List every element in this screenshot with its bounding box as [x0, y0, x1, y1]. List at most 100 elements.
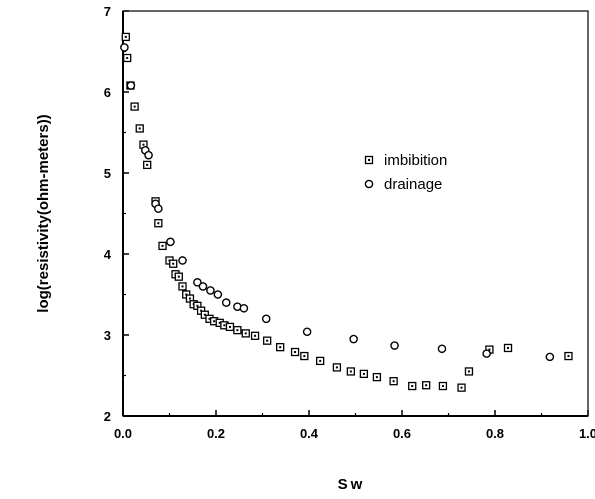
y-tick-label: 7 [104, 4, 111, 19]
marker-center [507, 346, 510, 349]
marker-center [181, 285, 184, 288]
x-tick-label: 0.4 [300, 426, 319, 441]
x-tick-label: 0.0 [114, 426, 132, 441]
data-point [233, 325, 242, 335]
marker-center [223, 324, 226, 327]
plot-border [122, 10, 589, 417]
data-point [359, 369, 369, 379]
data-point [130, 102, 139, 111]
marker-center [335, 366, 338, 369]
y-tick-label: 3 [104, 328, 111, 343]
marker-center [319, 359, 322, 362]
data-point [198, 282, 208, 291]
data-point [422, 381, 431, 390]
data-point [169, 259, 178, 268]
marker-center [142, 143, 145, 146]
marker-center [488, 348, 491, 351]
marker-center [203, 313, 206, 316]
marker-center [126, 56, 129, 59]
plot-frame [122, 10, 589, 417]
data-point [346, 367, 356, 376]
data-point [193, 278, 202, 287]
marker-center [124, 35, 127, 38]
data-point [372, 372, 382, 382]
legend-marker [364, 155, 374, 165]
data-point [250, 331, 260, 340]
y-axis: 2 3 4 5 6 7 [104, 4, 129, 424]
marker-center [213, 320, 216, 323]
data-point [178, 282, 187, 291]
x-axis-title: Sw [338, 476, 366, 493]
legend-marker [364, 179, 374, 189]
data-point [120, 43, 129, 52]
series-drainage [120, 43, 555, 362]
marker-center [441, 385, 444, 388]
y-tick-label: 2 [104, 409, 111, 424]
data-point [121, 32, 130, 42]
marker-center [567, 355, 570, 358]
marker-center [411, 385, 414, 388]
y-tick-label: 4 [104, 247, 112, 262]
x-tick-label: 0.6 [393, 426, 411, 441]
data-point [438, 381, 448, 391]
data-point [225, 322, 235, 332]
data-point [390, 341, 399, 350]
marker-center [254, 334, 257, 337]
marker-center [467, 370, 470, 373]
data-point [241, 329, 250, 338]
marker-center [218, 321, 221, 324]
data-point [316, 356, 325, 366]
legend: imbibition drainage [364, 152, 447, 193]
marker-center [294, 351, 297, 354]
data-point [300, 351, 309, 361]
x-axis: 0.0 0.2 0.4 0.6 0.8 1.0 [114, 410, 595, 441]
data-point [178, 256, 187, 265]
marker-center [196, 304, 199, 307]
legend-label: drainage [384, 176, 442, 193]
data-point [123, 53, 132, 63]
data-point [221, 298, 231, 307]
data-point [437, 344, 447, 354]
data-point [174, 272, 183, 281]
data-point [143, 160, 152, 170]
marker-center [133, 105, 136, 108]
marker-center [279, 346, 282, 349]
data-point [545, 352, 555, 362]
marker-center [303, 355, 306, 358]
marker-center [146, 163, 149, 166]
data-point [457, 383, 466, 392]
data-point [126, 81, 136, 90]
marker-center [392, 380, 395, 383]
marker-center [236, 329, 239, 332]
marker-center [266, 339, 269, 342]
data-point [389, 377, 398, 386]
data-point [239, 303, 249, 313]
data-point [135, 124, 144, 133]
marker-center [172, 262, 175, 265]
data-point [408, 381, 417, 391]
data-point [158, 241, 167, 251]
y-tick-label: 5 [104, 166, 111, 181]
data-point [564, 351, 573, 361]
data-point [276, 342, 285, 352]
x-tick-label: 0.2 [207, 426, 225, 441]
marker-center [138, 127, 141, 130]
data-point [154, 219, 163, 228]
data-point [261, 314, 271, 324]
x-tick-label: 0.8 [486, 426, 504, 441]
marker-center [362, 372, 365, 375]
x-tick-label: 1.0 [579, 426, 595, 441]
data-point [349, 334, 358, 344]
data-points [120, 32, 573, 392]
marker-center [425, 384, 428, 387]
legend-label: imbibition [384, 152, 447, 169]
marker-center [157, 222, 160, 225]
data-point [154, 204, 163, 213]
data-point [302, 327, 312, 337]
data-point [166, 237, 175, 247]
marker-center [161, 244, 164, 247]
marker-center [228, 325, 231, 328]
marker-center [349, 370, 352, 373]
marker-center [368, 159, 370, 161]
data-point [482, 349, 491, 358]
